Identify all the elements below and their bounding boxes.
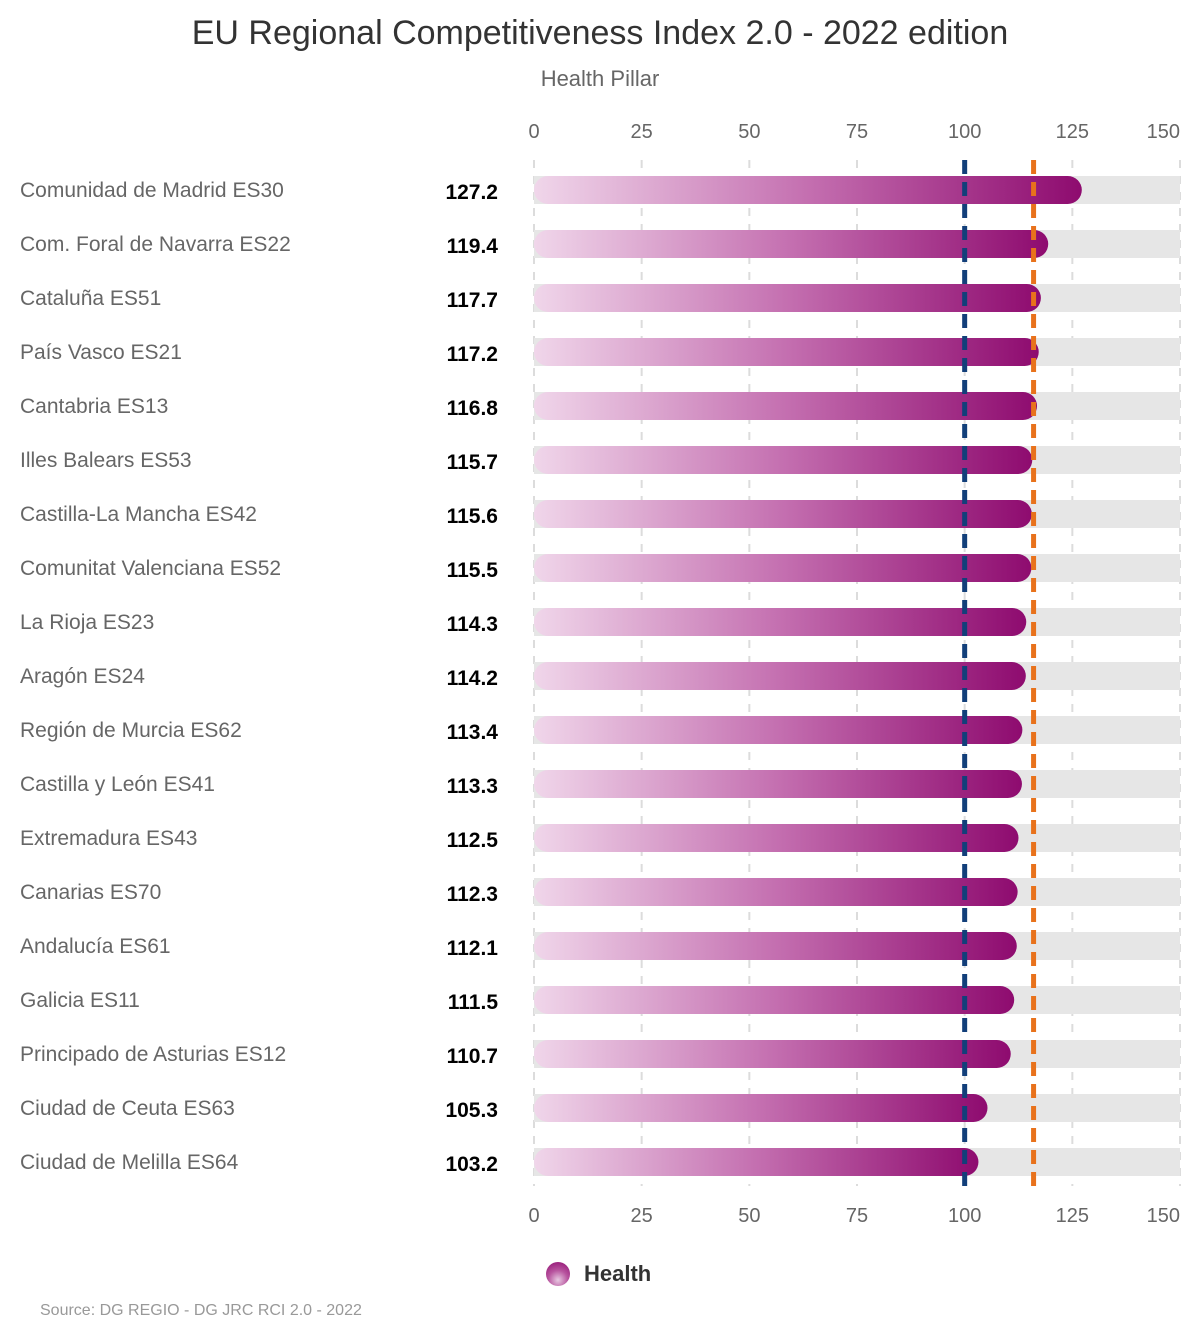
bar[interactable] [534,932,1017,960]
x-tick-label-bottom: 150 [1147,1205,1180,1227]
x-tick-label-top: 150 [1147,121,1180,143]
x-tick-label-top: 100 [948,121,981,143]
value-label: 113.4 [447,721,499,744]
chart-subtitle: Health Pillar [540,66,660,91]
bar[interactable] [534,878,1018,906]
category-label: Ciudad de Melilla ES64 [20,1151,239,1174]
category-label: Cantabria ES13 [20,395,168,418]
x-tick-label-bottom: 50 [738,1205,760,1227]
value-label: 115.7 [447,451,498,474]
category-labels: Comunidad de Madrid ES30 Com. Foral de Na… [20,179,291,1174]
category-label: Ciudad de Ceuta ES63 [20,1097,235,1120]
category-label: Castilla y León ES41 [20,773,215,796]
x-tick-label-top: 75 [846,121,868,143]
value-label: 117.2 [447,343,498,366]
source-note: Source: DG REGIO - DG JRC RCI 2.0 - 2022 [40,1302,362,1319]
value-label: 114.3 [447,613,498,636]
category-label: Cataluña ES51 [20,287,161,310]
value-labels: 127.2 119.4 117.7 117.2 116.8 115.7 115.6 115.5… [445,181,498,1176]
value-label: 111.5 [448,991,499,1014]
value-label: 112.5 [447,829,499,852]
x-tick-label-bottom: 125 [1056,1205,1089,1227]
bar-chart: Comunidad de Madrid ES30 Com. Foral de Na… [20,121,1181,1227]
bar[interactable] [534,554,1032,582]
value-label: 115.6 [447,505,498,528]
legend-label: Health [584,1261,652,1286]
category-label: Galicia ES11 [20,989,140,1012]
x-tick-label-bottom: 75 [846,1205,868,1227]
category-label: Principado de Asturias ES12 [20,1043,286,1066]
bar[interactable] [534,662,1026,690]
legend-swatch-icon [546,1262,570,1286]
category-label: Castilla-La Mancha ES42 [20,503,257,526]
bar[interactable] [534,716,1023,744]
bar[interactable] [534,1148,979,1176]
x-tick-label-top: 125 [1056,121,1089,143]
value-label: 105.3 [445,1099,498,1122]
bar[interactable] [534,824,1019,852]
bar[interactable] [534,284,1041,312]
legend[interactable]: Health [546,1261,651,1287]
category-label: La Rioja ES23 [20,611,154,634]
value-label: 112.3 [447,883,498,906]
x-tick-label-top: 0 [528,121,539,143]
value-label: 103.2 [445,1153,498,1176]
reference-lines [962,160,1037,1186]
bar[interactable] [534,608,1027,636]
bar[interactable] [534,1094,988,1122]
bar[interactable] [534,446,1033,474]
x-axis-top: 0 25 50 75 100 125 150 [528,121,1180,143]
category-label: Región de Murcia ES62 [20,719,242,742]
bar[interactable] [534,230,1049,258]
value-label: 116.8 [447,397,499,420]
value-label: 115.5 [447,559,499,582]
category-label: Aragón ES24 [20,665,145,688]
value-label: 112.1 [447,937,499,960]
bar[interactable] [534,986,1015,1014]
bar[interactable] [534,176,1082,204]
category-label: Extremadura ES43 [20,827,197,850]
value-label: 119.4 [447,235,499,258]
value-label: 127.2 [445,181,498,204]
chart-title: EU Regional Competitiveness Index 2.0 - … [191,14,1009,52]
bars [534,176,1082,1176]
bar[interactable] [534,392,1038,420]
category-label: Com. Foral de Navarra ES22 [20,233,291,256]
category-label: Canarias ES70 [20,881,161,904]
x-tick-label-top: 50 [738,121,760,143]
category-label: País Vasco ES21 [20,341,182,364]
x-tick-label-bottom: 25 [631,1205,653,1227]
value-label: 117.7 [447,289,498,312]
value-label: 114.2 [447,667,498,690]
x-tick-label-top: 25 [631,121,653,143]
x-axis-bottom: 0 25 50 75 100 125 150 [528,1205,1180,1227]
value-label: 110.7 [447,1045,498,1068]
bar[interactable] [534,770,1022,798]
bar[interactable] [534,338,1039,366]
value-label: 113.3 [447,775,498,798]
bar[interactable] [534,1040,1011,1068]
bar[interactable] [534,500,1032,528]
x-tick-label-bottom: 0 [528,1205,539,1227]
x-tick-label-bottom: 100 [948,1205,981,1227]
category-label: Andalucía ES61 [20,935,171,958]
category-label: Illes Balears ES53 [20,449,192,472]
category-label: Comunidad de Madrid ES30 [20,179,284,202]
category-label: Comunitat Valenciana ES52 [20,557,281,580]
